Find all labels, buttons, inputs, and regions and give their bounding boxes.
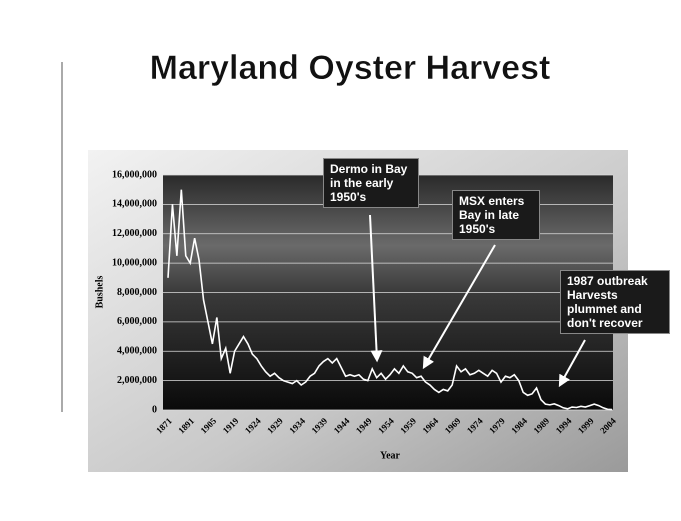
y-tick-label: 8,000,000 (117, 287, 157, 298)
annotation: 1987 outbreak Harvests plummet and don't… (560, 270, 670, 334)
y-tick-label: 6,000,000 (117, 316, 157, 327)
annotation-arrow (422, 244, 496, 370)
y-tick-label: 12,000,000 (112, 228, 157, 239)
annotation-arrow (558, 339, 586, 388)
y-tick-label: 4,000,000 (117, 346, 157, 357)
y-tick-label: 0 (152, 404, 157, 415)
y-axis-label: Bushels (94, 275, 105, 308)
y-tick-label: 16,000,000 (112, 169, 157, 180)
y-tick-label: 10,000,000 (112, 257, 157, 268)
data-line (167, 189, 613, 411)
chart-title: Maryland Oyster Harvest (150, 49, 551, 87)
y-tick-label: 14,000,000 (112, 199, 157, 210)
annotation: MSX enters Bay in late 1950's (452, 190, 540, 240)
x-axis-label: Year (380, 450, 401, 461)
annotation-arrow (369, 214, 383, 363)
y-tick-label: 2,000,000 (117, 375, 157, 386)
annotation: Dermo in Bay in the early 1950's (323, 158, 419, 208)
